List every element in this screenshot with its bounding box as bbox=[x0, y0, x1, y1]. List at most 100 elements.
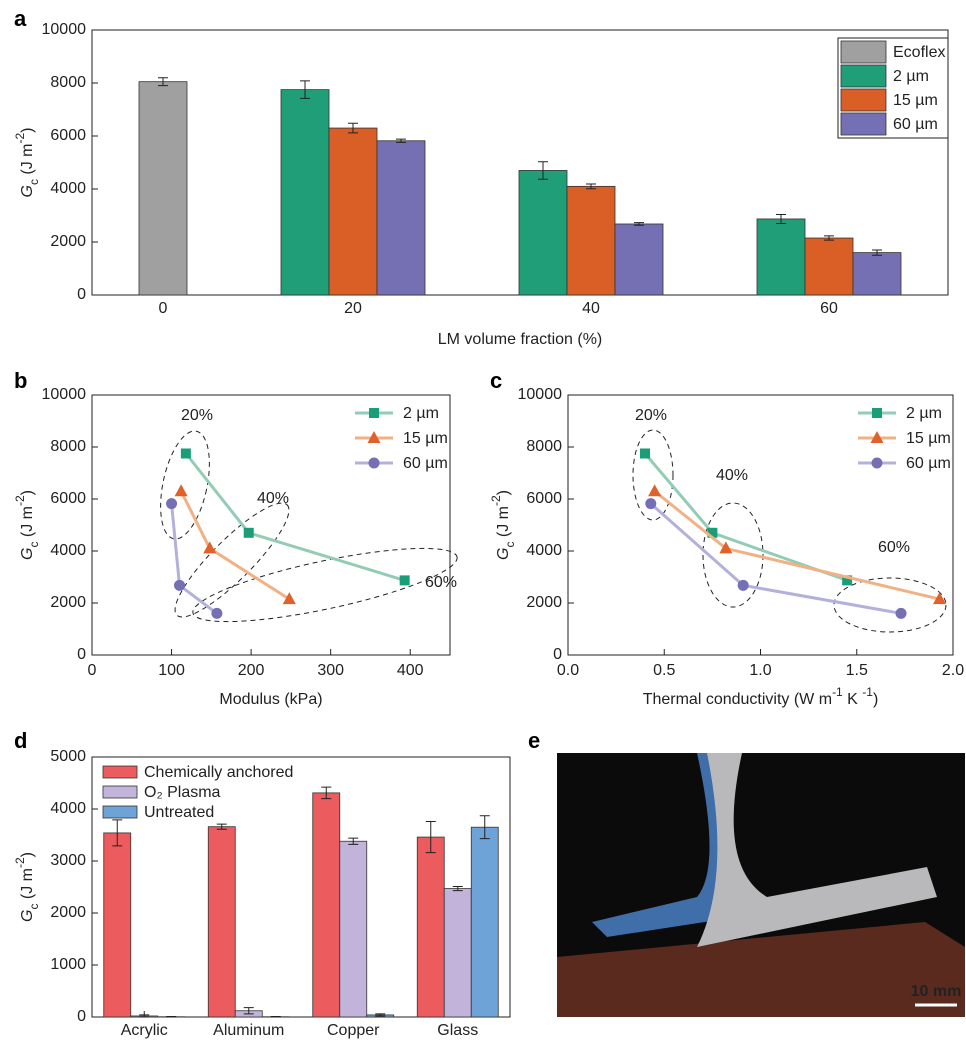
legend-label: 2 µm bbox=[893, 68, 929, 85]
legend-swatch bbox=[840, 112, 887, 136]
label-part: G bbox=[19, 910, 36, 922]
legend-swatch bbox=[840, 88, 887, 112]
marker bbox=[166, 498, 178, 510]
bar bbox=[328, 127, 378, 296]
series-line bbox=[179, 490, 291, 601]
bar bbox=[614, 223, 664, 296]
error-bar bbox=[348, 837, 359, 845]
x-tick-label: 0.5 bbox=[653, 662, 675, 679]
bar bbox=[443, 888, 472, 1018]
label-part: ) bbox=[873, 691, 878, 708]
group-outline bbox=[160, 430, 210, 540]
legend-marker bbox=[870, 431, 884, 443]
y-tick-label: 4000 bbox=[50, 180, 86, 197]
bar bbox=[376, 140, 426, 296]
error-bar bbox=[139, 1014, 150, 1018]
bar bbox=[312, 792, 341, 1018]
error-bar bbox=[872, 249, 882, 256]
panel-letter: d bbox=[14, 728, 27, 753]
label-part: -2 bbox=[13, 133, 27, 144]
group-outline bbox=[174, 502, 290, 618]
error-bar bbox=[586, 183, 596, 190]
error-bar bbox=[270, 1015, 281, 1018]
label-part: (J m bbox=[495, 506, 512, 542]
marker bbox=[640, 448, 650, 459]
label-part: -1 bbox=[862, 685, 873, 699]
y-tick-label: 4000 bbox=[50, 542, 86, 559]
y-tick-label: 2000 bbox=[50, 233, 86, 250]
bar bbox=[756, 218, 806, 296]
legend-label: Chemically anchored bbox=[144, 764, 293, 781]
plot-frame bbox=[91, 394, 451, 656]
label-part: (J m bbox=[19, 506, 36, 542]
x-axis-label: Modulus (kPa) bbox=[219, 691, 322, 708]
error-bar bbox=[166, 1015, 177, 1018]
marker bbox=[211, 607, 223, 619]
bar bbox=[518, 170, 568, 296]
label-part: c bbox=[27, 179, 41, 185]
error-bar bbox=[375, 1013, 386, 1017]
panel-letter: c bbox=[490, 368, 502, 393]
error-bar bbox=[216, 823, 227, 830]
y-tick-label: 10000 bbox=[42, 21, 87, 38]
annotation: 20% bbox=[635, 407, 667, 424]
label-part: ) bbox=[19, 128, 36, 133]
bar bbox=[339, 840, 368, 1018]
annotation: 60% bbox=[425, 574, 457, 591]
group-outline bbox=[833, 577, 947, 633]
x-tick-label: 40 bbox=[582, 300, 600, 317]
y-tick-label: 8000 bbox=[50, 74, 86, 91]
x-tick-label: 1.5 bbox=[846, 662, 868, 679]
y-tick-label: 10000 bbox=[518, 386, 563, 403]
x-tick-label: 2.0 bbox=[942, 662, 964, 679]
label-part: Thermal conductivity (W m bbox=[643, 691, 832, 708]
marker bbox=[174, 579, 186, 591]
label-part: G bbox=[19, 548, 36, 560]
legend-swatch bbox=[102, 805, 138, 819]
error-bar bbox=[425, 820, 436, 854]
x-tick-label: 100 bbox=[158, 662, 185, 679]
legend-label: 15 µm bbox=[906, 430, 951, 447]
legend-swatch bbox=[840, 64, 887, 88]
annotation: 20% bbox=[181, 407, 213, 424]
x-tick-label: 400 bbox=[397, 662, 424, 679]
y-tick-label: 2000 bbox=[50, 594, 86, 611]
x-tick-label: 20 bbox=[344, 300, 362, 317]
marker bbox=[842, 575, 853, 586]
x-tick-label: 0 bbox=[159, 300, 168, 317]
bar bbox=[470, 826, 499, 1018]
panel-letter: b bbox=[14, 368, 27, 393]
annotation: 40% bbox=[257, 490, 289, 507]
y-axis-label: Gc (J m-2) bbox=[13, 128, 41, 198]
legend-marker bbox=[367, 431, 381, 443]
legend-label: Ecoflex bbox=[893, 44, 945, 61]
error-bar bbox=[452, 885, 463, 892]
legend-label: 60 µm bbox=[893, 116, 938, 133]
label-part: G bbox=[495, 548, 512, 560]
x-tick-label: 1.0 bbox=[749, 662, 771, 679]
y-tick-label: 3000 bbox=[50, 852, 86, 869]
panel-letter: e bbox=[528, 728, 540, 753]
legend-marker bbox=[871, 457, 883, 469]
label-part: c bbox=[503, 542, 517, 548]
bar bbox=[280, 89, 330, 296]
marker bbox=[719, 541, 733, 554]
bar bbox=[207, 826, 236, 1018]
marker bbox=[895, 607, 907, 619]
marker bbox=[282, 592, 296, 605]
legend-label: 2 µm bbox=[403, 405, 439, 422]
y-tick-label: 5000 bbox=[50, 748, 86, 765]
y-axis-label: Gc (J m-2) bbox=[13, 852, 41, 922]
label-part: (J m bbox=[19, 868, 36, 904]
photo-base bbox=[557, 922, 965, 1017]
legend-label: 60 µm bbox=[403, 455, 448, 472]
marker bbox=[707, 527, 718, 538]
x-tick-label: 0.0 bbox=[557, 662, 579, 679]
bar bbox=[566, 185, 616, 296]
label-part: -2 bbox=[13, 495, 27, 506]
y-tick-label: 6000 bbox=[50, 127, 86, 144]
legend-label: 60 µm bbox=[906, 455, 951, 472]
y-tick-label: 0 bbox=[553, 646, 562, 663]
annotation: 40% bbox=[716, 467, 748, 484]
error-bar bbox=[348, 122, 358, 134]
